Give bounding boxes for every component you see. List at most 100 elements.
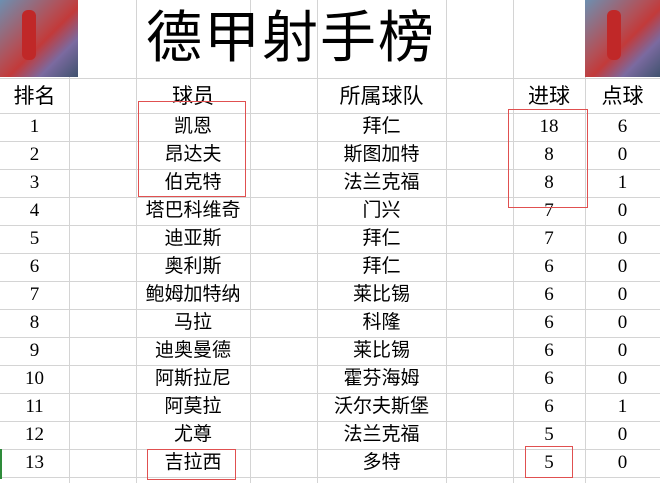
cell-penalties[interactable]: 6 (617, 116, 628, 137)
header-rank[interactable]: 排名 (13, 84, 56, 108)
grid-row-line (0, 421, 660, 422)
grid-row-line (0, 78, 660, 79)
cell-penalties[interactable]: 0 (617, 312, 628, 333)
cell-goals[interactable]: 5 (544, 452, 554, 473)
cell-goals[interactable]: 6 (544, 396, 554, 417)
cell-team[interactable]: 拜仁 (362, 228, 401, 249)
cell-player[interactable]: 凯恩 (173, 116, 212, 137)
cell-penalties[interactable]: 1 (617, 172, 628, 193)
grid-row-line (0, 113, 660, 114)
cell-goals[interactable]: 6 (544, 284, 554, 305)
cell-team[interactable]: 法兰克福 (343, 424, 420, 445)
highlight-box-players (138, 101, 246, 197)
grid-column-line (513, 0, 514, 483)
cell-player[interactable]: 迪奥曼德 (154, 340, 231, 361)
cell-rank[interactable]: 2 (29, 144, 40, 165)
cell-team[interactable]: 拜仁 (362, 256, 401, 277)
cell-player[interactable]: 阿莫拉 (164, 396, 222, 417)
cell-penalties[interactable]: 0 (617, 340, 628, 361)
cell-goals[interactable]: 18 (539, 116, 559, 137)
cell-player[interactable]: 鲍姆加特纳 (145, 284, 241, 305)
cell-rank[interactable]: 9 (29, 340, 40, 361)
cell-team[interactable]: 莱比锡 (352, 284, 410, 305)
header-team[interactable]: 所属球队 (339, 84, 424, 108)
grid-row-line (0, 337, 660, 338)
cell-player[interactable]: 塔巴科维奇 (145, 200, 241, 221)
cell-player[interactable]: 伯克特 (164, 172, 222, 193)
grid-row-line (0, 393, 660, 394)
grid-row-line (0, 169, 660, 170)
cell-penalties[interactable]: 0 (617, 284, 628, 305)
cell-team[interactable]: 沃尔夫斯堡 (333, 396, 429, 417)
cell-team[interactable]: 多特 (362, 452, 401, 473)
grid-row-line (0, 477, 660, 478)
cell-penalties[interactable]: 0 (617, 256, 628, 277)
cell-player[interactable]: 昂达夫 (164, 144, 222, 165)
grid-row-line (0, 253, 660, 254)
highlight-box-goals-13 (525, 446, 573, 478)
cell-goals[interactable]: 7 (544, 228, 554, 249)
header-player[interactable]: 球员 (172, 84, 214, 108)
cell-goals[interactable]: 8 (544, 172, 554, 193)
cell-rank[interactable]: 8 (29, 312, 40, 333)
cell-penalties[interactable]: 0 (617, 452, 628, 473)
left-image (0, 0, 78, 77)
cell-player[interactable]: 尤尊 (173, 424, 212, 445)
cell-player[interactable]: 马拉 (173, 312, 212, 333)
cell-player[interactable]: 吉拉西 (164, 452, 222, 473)
cell-goals[interactable]: 5 (544, 424, 554, 445)
page-title: 德甲射手榜 (146, 8, 436, 70)
grid-row-line (0, 309, 660, 310)
grid-column-line (317, 0, 318, 483)
cell-rank[interactable]: 12 (25, 424, 44, 445)
cell-team[interactable]: 莱比锡 (352, 340, 410, 361)
cell-penalties[interactable]: 0 (617, 144, 628, 165)
cell-rank[interactable]: 3 (29, 172, 40, 193)
grid-column-line (69, 0, 70, 483)
cell-team[interactable]: 霍芬海姆 (343, 368, 420, 389)
cell-goals[interactable]: 7 (544, 200, 554, 221)
cell-team[interactable]: 拜仁 (362, 116, 401, 137)
cell-team[interactable]: 法兰克福 (343, 172, 420, 193)
grid-column-line (136, 0, 137, 483)
grid-row-line (0, 449, 660, 450)
cell-penalties[interactable]: 1 (617, 396, 628, 417)
cell-goals[interactable]: 6 (544, 256, 554, 277)
selected-row-marker (0, 449, 2, 479)
cell-goals[interactable]: 6 (544, 340, 554, 361)
header-penalties[interactable]: 点球 (601, 84, 644, 108)
cell-penalties[interactable]: 0 (617, 368, 628, 389)
cell-player[interactable]: 阿斯拉尼 (154, 368, 231, 389)
grid-row-line (0, 225, 660, 226)
grid-row-line (0, 281, 660, 282)
cell-rank[interactable]: 11 (25, 396, 44, 417)
grid-row-line (0, 365, 660, 366)
cell-rank[interactable]: 5 (29, 228, 40, 249)
grid-row-line (0, 141, 660, 142)
grid-row-line (0, 197, 660, 198)
cell-rank[interactable]: 7 (29, 284, 40, 305)
cell-goals[interactable]: 6 (544, 312, 554, 333)
grid-column-line (585, 0, 586, 483)
cell-rank[interactable]: 6 (29, 256, 40, 277)
header-goals[interactable]: 进球 (528, 84, 570, 108)
cell-goals[interactable]: 6 (544, 368, 554, 389)
cell-team[interactable]: 门兴 (362, 200, 401, 221)
cell-rank[interactable]: 4 (29, 200, 40, 221)
right-image (585, 0, 660, 77)
grid-column-line (446, 0, 447, 483)
cell-goals[interactable]: 8 (544, 144, 554, 165)
cell-team[interactable]: 科隆 (362, 312, 401, 333)
cell-penalties[interactable]: 0 (617, 424, 628, 445)
cell-rank[interactable]: 1 (29, 116, 40, 137)
highlight-box-player-13 (147, 449, 236, 480)
highlight-box-goals (508, 109, 588, 208)
cell-player[interactable]: 迪亚斯 (164, 228, 222, 249)
cell-player[interactable]: 奥利斯 (164, 256, 222, 277)
cell-penalties[interactable]: 0 (617, 200, 628, 221)
cell-team[interactable]: 斯图加特 (343, 144, 420, 165)
cell-rank[interactable]: 13 (25, 452, 44, 473)
cell-penalties[interactable]: 0 (617, 228, 628, 249)
cell-rank[interactable]: 10 (25, 368, 44, 389)
grid-column-line (250, 0, 251, 483)
